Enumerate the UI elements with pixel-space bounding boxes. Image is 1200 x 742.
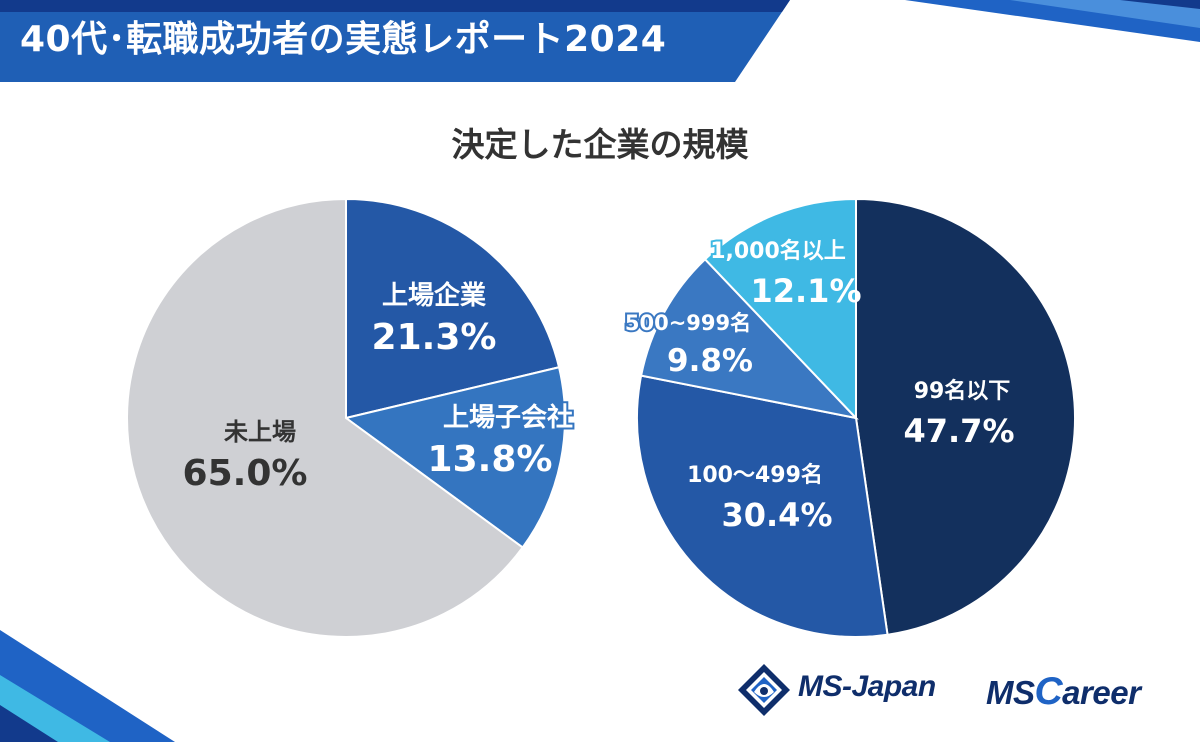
ms-career-rest: areer bbox=[1062, 674, 1141, 711]
pie-label-slice-4: 1,000名以上 bbox=[710, 238, 846, 264]
pie-slice-2 bbox=[636, 374, 889, 638]
pie-label-slice-2: 上場子会社 bbox=[443, 402, 573, 433]
header-band bbox=[0, 0, 790, 82]
pie-slice-3 bbox=[639, 257, 859, 420]
ms-career-logo: MSCareer bbox=[986, 670, 1141, 714]
pie-slice-1 bbox=[345, 197, 561, 420]
pie-label-slice-1: 99名以下 bbox=[914, 378, 1011, 404]
page-title: 40代･転職成功者の実態レポート2024 bbox=[20, 19, 667, 60]
pie-slice-1 bbox=[855, 197, 1076, 636]
top-right-stripe-accent bbox=[1120, 0, 1200, 9]
pie-value-slice-2: 30.4% bbox=[721, 496, 832, 534]
pie-label-slice-3: 未上場 bbox=[224, 418, 296, 446]
header-band-accent bbox=[0, 0, 790, 12]
pie-slice-3 bbox=[126, 197, 525, 638]
footer-logos: MS-Japan MSCareer bbox=[736, 654, 1186, 726]
pie-value-slice-3: 65.0% bbox=[183, 453, 308, 494]
ms-japan-logo-icon bbox=[738, 664, 790, 716]
bottom-left-stripe-accent bbox=[0, 705, 58, 742]
pie-label-slice-2: 100～499名 bbox=[687, 462, 823, 488]
chart-title: 決定した企業の規模 bbox=[451, 125, 749, 164]
pie-value-slice-3: 9.8% bbox=[667, 343, 753, 379]
pie-slice-2 bbox=[343, 366, 566, 549]
pie-chart-company-size: 99名以下 47.7% 100～499名 30.4% 500~999名 9.8% 1,000… bbox=[623, 197, 1076, 638]
pie-value-slice-4: 12.1% bbox=[750, 272, 861, 310]
pie-value-slice-1: 47.7% bbox=[903, 412, 1014, 450]
ms-career-c: C bbox=[1034, 670, 1063, 713]
pie-chart-listing-status: 上場企業 21.3% 上場子会社 13.8% 未上場 65.0% bbox=[126, 197, 575, 638]
top-right-stripe-light bbox=[1010, 0, 1200, 28]
pie-label-slice-3: 500~999名 bbox=[625, 311, 751, 335]
ms-japan-logo-text: MS-Japan bbox=[798, 670, 936, 703]
pie-value-slice-2: 13.8% bbox=[428, 439, 553, 480]
pie-label-slice-1: 上場企業 bbox=[382, 280, 486, 311]
pie-value-slice-1: 21.3% bbox=[372, 317, 497, 358]
pie-slice-4 bbox=[703, 197, 857, 421]
ms-career-ms: MS bbox=[986, 674, 1035, 711]
